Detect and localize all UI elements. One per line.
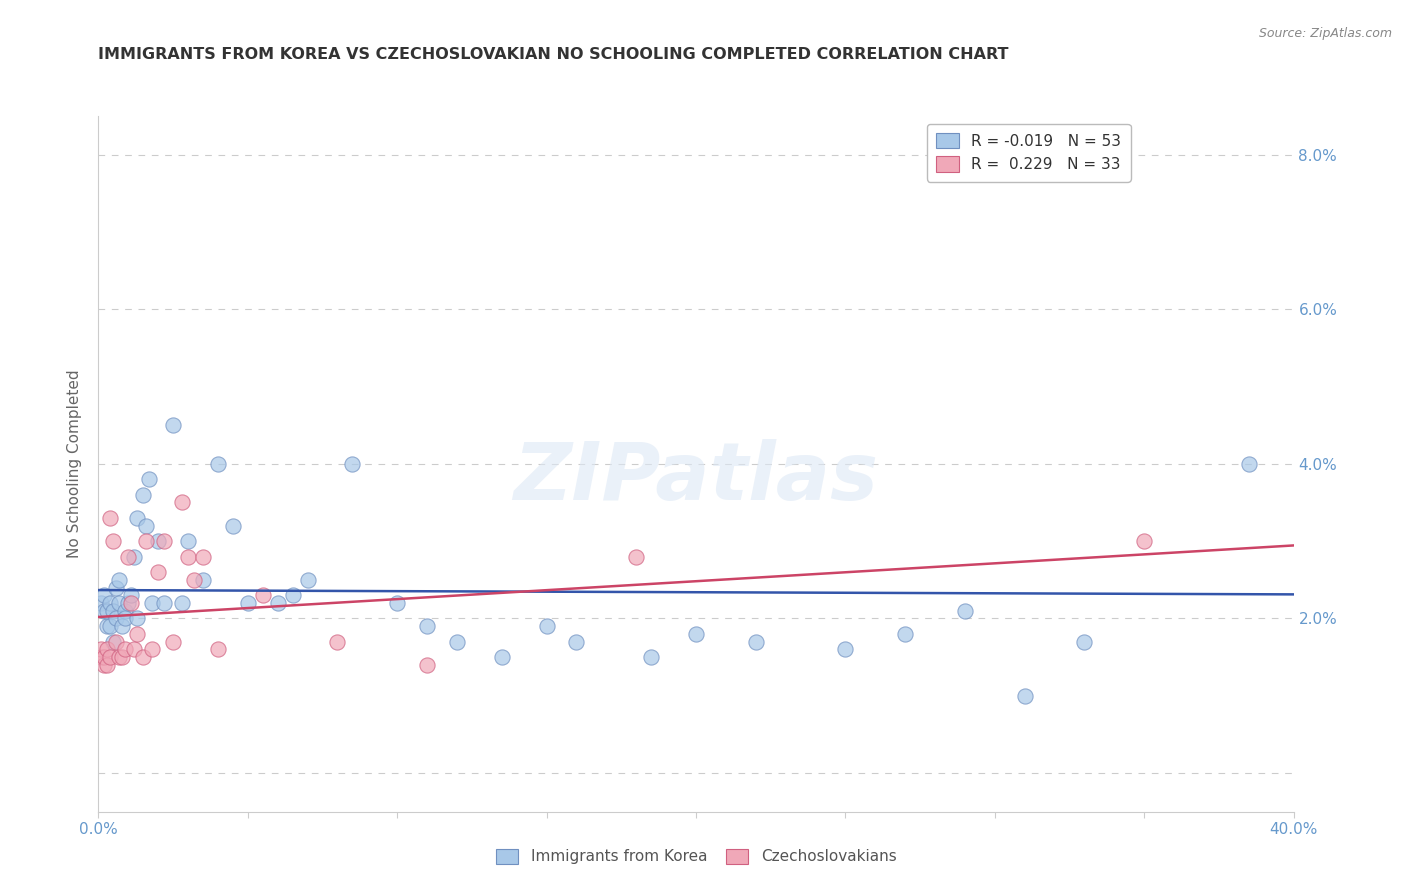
Point: [105, 611, 128, 625]
Point: [108, 596, 131, 610]
Point: [1237, 457, 1260, 471]
Point: [536, 619, 558, 633]
Point: [105, 634, 128, 648]
Point: [834, 642, 856, 657]
Point: [111, 619, 134, 633]
Point: [191, 573, 214, 587]
Point: [297, 573, 319, 587]
Point: [96, 619, 118, 633]
Point: [96, 642, 118, 657]
Point: [385, 596, 409, 610]
Point: [124, 642, 146, 657]
Y-axis label: No Schooling Completed: No Schooling Completed: [67, 369, 83, 558]
Point: [685, 627, 707, 641]
Point: [640, 650, 662, 665]
Point: [114, 642, 136, 657]
Point: [626, 549, 648, 564]
Text: IMMIGRANTS FROM KOREA VS CZECHOSLOVAKIAN NO SCHOOLING COMPLETED CORRELATION CHAR: IMMIGRANTS FROM KOREA VS CZECHOSLOVAKIAN…: [98, 47, 1010, 62]
Point: [100, 511, 122, 525]
Point: [93, 657, 115, 672]
Point: [148, 565, 170, 579]
Point: [108, 650, 131, 665]
Point: [138, 472, 160, 486]
Point: [93, 588, 115, 602]
Point: [207, 642, 229, 657]
Point: [100, 596, 122, 610]
Point: [127, 627, 149, 641]
Point: [114, 604, 136, 618]
Text: Source: ZipAtlas.com: Source: ZipAtlas.com: [1258, 27, 1392, 40]
Point: [416, 619, 439, 633]
Point: [565, 634, 588, 648]
Point: [117, 549, 139, 564]
Point: [236, 596, 259, 610]
Point: [267, 596, 290, 610]
Point: [103, 604, 125, 618]
Point: [162, 634, 184, 648]
Point: [127, 611, 149, 625]
Point: [281, 588, 304, 602]
Point: [1014, 689, 1036, 703]
Point: [177, 549, 200, 564]
Point: [135, 534, 157, 549]
Point: [342, 457, 364, 471]
Point: [120, 596, 142, 610]
Point: [1073, 634, 1095, 648]
Point: [1133, 534, 1156, 549]
Point: [172, 596, 194, 610]
Point: [127, 511, 149, 525]
Point: [177, 534, 200, 549]
Point: [141, 642, 163, 657]
Point: [252, 588, 274, 602]
Point: [114, 611, 136, 625]
Point: [141, 596, 163, 610]
Point: [183, 573, 205, 587]
Point: [108, 573, 131, 587]
Point: [153, 534, 176, 549]
Point: [148, 534, 170, 549]
Point: [105, 581, 128, 595]
Point: [162, 418, 184, 433]
Point: [93, 650, 115, 665]
Point: [103, 534, 125, 549]
Point: [96, 604, 118, 618]
Point: [90, 650, 112, 665]
Point: [90, 642, 112, 657]
Point: [111, 650, 134, 665]
Point: [90, 596, 112, 610]
Point: [100, 650, 122, 665]
Point: [93, 604, 115, 618]
Point: [446, 634, 468, 648]
Point: [132, 650, 155, 665]
Point: [894, 627, 917, 641]
Point: [745, 634, 768, 648]
Point: [191, 549, 214, 564]
Point: [326, 634, 349, 648]
Point: [117, 596, 139, 610]
Point: [96, 657, 118, 672]
Point: [124, 549, 146, 564]
Legend: Immigrants from Korea, Czechoslovakians: Immigrants from Korea, Czechoslovakians: [486, 839, 905, 873]
Point: [135, 518, 157, 533]
Point: [100, 619, 122, 633]
Point: [222, 518, 245, 533]
Text: ZIPatlas: ZIPatlas: [513, 439, 879, 516]
Point: [153, 596, 176, 610]
Point: [491, 650, 513, 665]
Point: [103, 634, 125, 648]
Point: [207, 457, 229, 471]
Point: [953, 604, 976, 618]
Point: [120, 588, 142, 602]
Point: [416, 657, 439, 672]
Point: [172, 495, 194, 509]
Point: [132, 488, 155, 502]
